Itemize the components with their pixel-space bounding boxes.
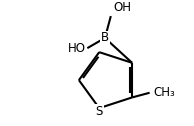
Text: CH₃: CH₃	[153, 86, 175, 99]
Text: S: S	[95, 105, 103, 118]
Text: HO: HO	[68, 42, 86, 55]
Text: B: B	[101, 32, 109, 44]
Text: OH: OH	[113, 1, 131, 14]
